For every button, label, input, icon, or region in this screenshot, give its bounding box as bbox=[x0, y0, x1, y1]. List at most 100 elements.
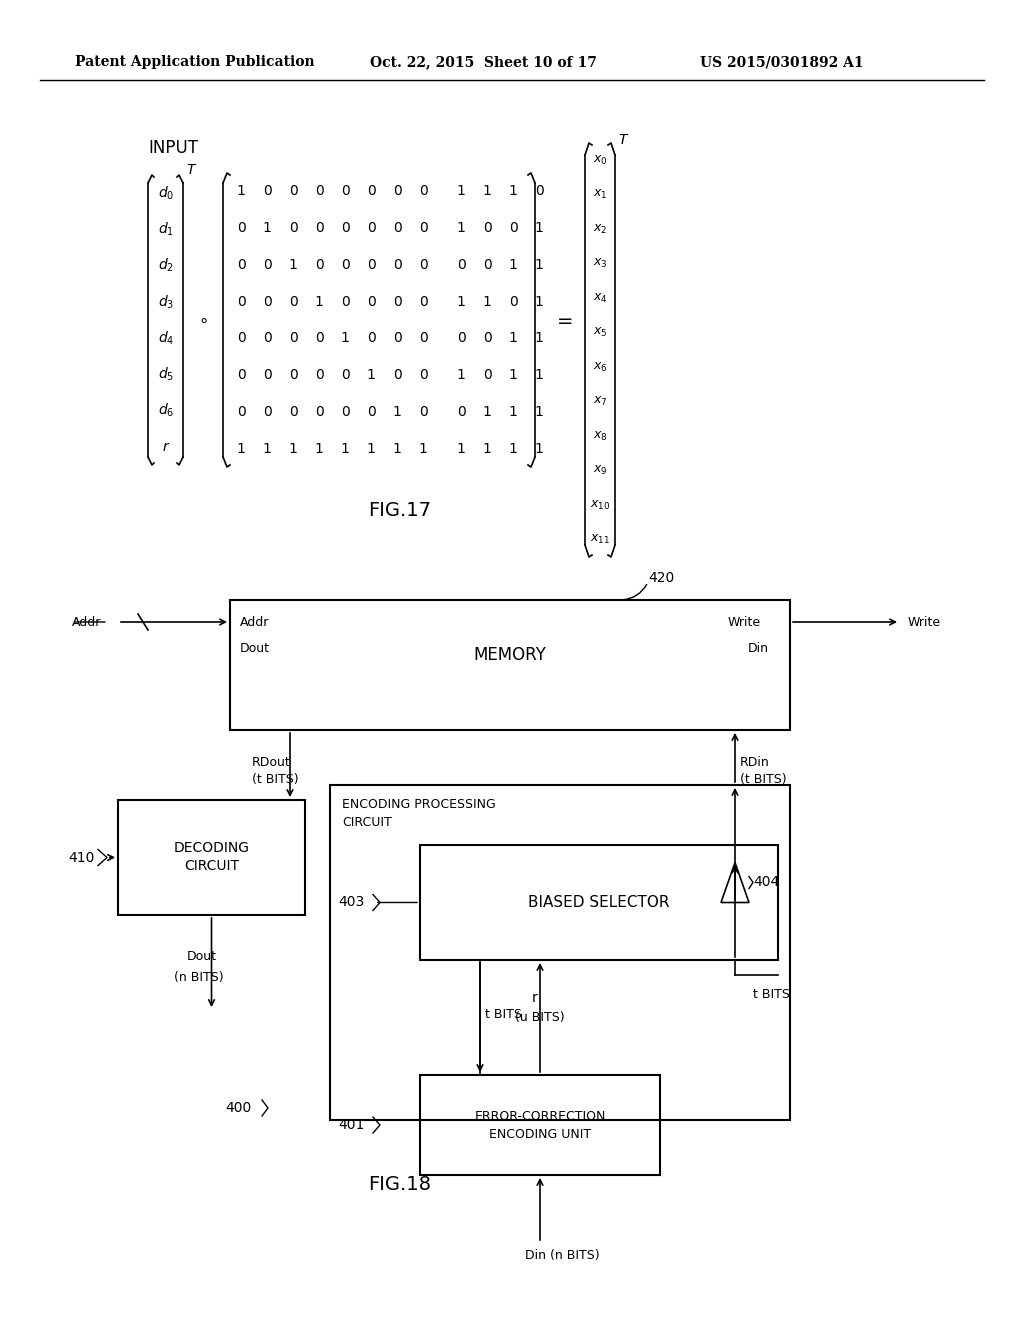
Text: 1: 1 bbox=[509, 368, 517, 381]
Text: RDout: RDout bbox=[252, 755, 291, 768]
Text: (u BITS): (u BITS) bbox=[515, 1011, 564, 1024]
Text: 1: 1 bbox=[392, 405, 401, 418]
Text: 1: 1 bbox=[457, 222, 466, 235]
Text: 1: 1 bbox=[482, 405, 492, 418]
Text: (t BITS): (t BITS) bbox=[740, 774, 786, 787]
Text: 410: 410 bbox=[68, 850, 94, 865]
Text: 0: 0 bbox=[237, 368, 246, 381]
Text: $x_{11}$: $x_{11}$ bbox=[590, 533, 610, 546]
Text: $x_5$: $x_5$ bbox=[593, 326, 607, 339]
Text: 0: 0 bbox=[392, 185, 401, 198]
Text: 0: 0 bbox=[237, 222, 246, 235]
Bar bbox=[330, 785, 790, 1119]
Text: $d_5$: $d_5$ bbox=[158, 366, 174, 383]
Text: $x_4$: $x_4$ bbox=[593, 292, 607, 305]
Text: 0: 0 bbox=[392, 368, 401, 381]
Text: Din: Din bbox=[748, 642, 769, 655]
Text: 1: 1 bbox=[314, 442, 324, 455]
Text: DECODING: DECODING bbox=[173, 842, 250, 855]
Text: 1: 1 bbox=[289, 257, 297, 272]
Text: Addr: Addr bbox=[240, 615, 269, 628]
Text: US 2015/0301892 A1: US 2015/0301892 A1 bbox=[700, 55, 863, 69]
Text: $r$: $r$ bbox=[162, 440, 170, 454]
Text: $x_3$: $x_3$ bbox=[593, 257, 607, 271]
Text: t BITS: t BITS bbox=[753, 989, 790, 1002]
Text: 0: 0 bbox=[419, 368, 427, 381]
Text: FIG.17: FIG.17 bbox=[369, 500, 431, 520]
Text: Write: Write bbox=[908, 615, 941, 628]
Text: 0: 0 bbox=[419, 294, 427, 309]
Text: 1: 1 bbox=[314, 294, 324, 309]
Text: 0: 0 bbox=[314, 368, 324, 381]
Bar bbox=[420, 845, 778, 960]
Text: $\circ$: $\circ$ bbox=[198, 312, 208, 329]
Text: CIRCUIT: CIRCUIT bbox=[342, 817, 392, 829]
Text: $x_9$: $x_9$ bbox=[593, 465, 607, 478]
Text: $d_4$: $d_4$ bbox=[158, 330, 174, 347]
Text: 0: 0 bbox=[262, 368, 271, 381]
Text: 0: 0 bbox=[341, 257, 349, 272]
Text: 1: 1 bbox=[367, 442, 376, 455]
Text: 1: 1 bbox=[535, 222, 544, 235]
Text: t BITS: t BITS bbox=[485, 1008, 522, 1022]
Text: 1: 1 bbox=[289, 442, 297, 455]
Bar bbox=[230, 601, 790, 730]
Text: 0: 0 bbox=[289, 368, 297, 381]
Text: Oct. 22, 2015  Sheet 10 of 17: Oct. 22, 2015 Sheet 10 of 17 bbox=[370, 55, 597, 69]
Text: 1: 1 bbox=[509, 442, 517, 455]
Text: $x_0$: $x_0$ bbox=[593, 153, 607, 166]
Text: 0: 0 bbox=[262, 185, 271, 198]
Text: 0: 0 bbox=[237, 294, 246, 309]
Text: 1: 1 bbox=[367, 368, 376, 381]
Text: 0: 0 bbox=[341, 405, 349, 418]
Text: 1: 1 bbox=[262, 222, 271, 235]
Text: 404: 404 bbox=[753, 875, 779, 890]
Text: 1: 1 bbox=[535, 294, 544, 309]
Text: 0: 0 bbox=[289, 331, 297, 346]
Text: 0: 0 bbox=[314, 222, 324, 235]
Text: Dout: Dout bbox=[240, 642, 270, 655]
Text: 0: 0 bbox=[367, 257, 376, 272]
Text: 0: 0 bbox=[262, 331, 271, 346]
Text: $T$: $T$ bbox=[618, 133, 630, 147]
Text: 0: 0 bbox=[457, 331, 465, 346]
Text: 1: 1 bbox=[535, 331, 544, 346]
Text: INPUT: INPUT bbox=[148, 139, 198, 157]
Text: 1: 1 bbox=[535, 442, 544, 455]
Text: $d_6$: $d_6$ bbox=[158, 401, 174, 420]
Text: (n BITS): (n BITS) bbox=[173, 970, 223, 983]
Text: 1: 1 bbox=[262, 442, 271, 455]
Bar bbox=[420, 1074, 660, 1175]
Text: $d_1$: $d_1$ bbox=[158, 220, 174, 238]
Text: 1: 1 bbox=[482, 442, 492, 455]
Text: CIRCUIT: CIRCUIT bbox=[184, 859, 239, 874]
Text: 0: 0 bbox=[289, 405, 297, 418]
Text: 0: 0 bbox=[367, 331, 376, 346]
Text: 1: 1 bbox=[509, 331, 517, 346]
Text: 1: 1 bbox=[457, 294, 466, 309]
Text: RDin: RDin bbox=[740, 755, 770, 768]
Text: 0: 0 bbox=[367, 222, 376, 235]
Text: 0: 0 bbox=[314, 257, 324, 272]
Text: 1: 1 bbox=[237, 185, 246, 198]
Text: $x_{10}$: $x_{10}$ bbox=[590, 499, 610, 512]
Text: $x_8$: $x_8$ bbox=[593, 430, 607, 442]
Text: 0: 0 bbox=[367, 185, 376, 198]
Text: 0: 0 bbox=[482, 257, 492, 272]
Text: $T$: $T$ bbox=[186, 162, 198, 177]
Text: 1: 1 bbox=[509, 185, 517, 198]
Text: 0: 0 bbox=[457, 405, 465, 418]
Text: 0: 0 bbox=[419, 405, 427, 418]
Text: 0: 0 bbox=[419, 222, 427, 235]
Text: Dout: Dout bbox=[186, 950, 216, 964]
Text: 1: 1 bbox=[341, 331, 349, 346]
Text: 0: 0 bbox=[419, 331, 427, 346]
Text: $=$: $=$ bbox=[553, 310, 573, 330]
Text: Write: Write bbox=[728, 615, 761, 628]
Text: 0: 0 bbox=[392, 294, 401, 309]
Text: 1: 1 bbox=[482, 294, 492, 309]
Text: 0: 0 bbox=[509, 294, 517, 309]
Text: ENCODING PROCESSING: ENCODING PROCESSING bbox=[342, 799, 496, 812]
Text: 1: 1 bbox=[457, 185, 466, 198]
Text: $d_2$: $d_2$ bbox=[158, 257, 174, 275]
